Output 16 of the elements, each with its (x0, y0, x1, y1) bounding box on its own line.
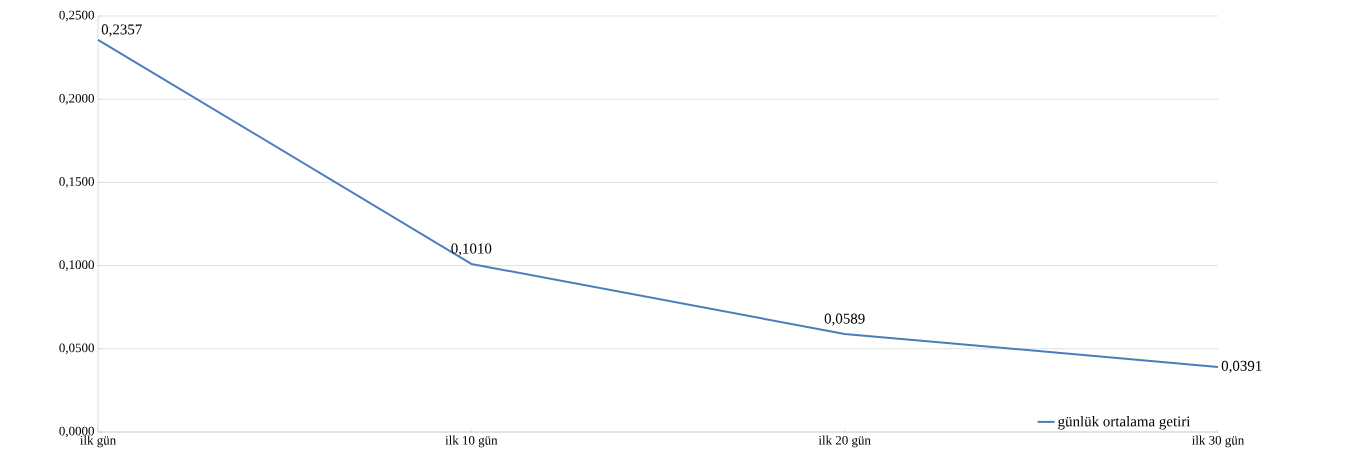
y-tick-label: 0,0000 (59, 426, 94, 438)
legend-label: günlük ortalama getiri (1058, 415, 1191, 430)
x-tick-label: ilk 30 gün (1191, 435, 1245, 448)
x-tick-label: ilk 20 gün (818, 435, 871, 448)
y-tick-label: 0,1000 (59, 260, 94, 271)
data-label: 0,0589 (824, 313, 865, 326)
x-tick-label: ilk 10 gün (445, 435, 498, 448)
x-tick-label: ilk gün (80, 435, 116, 448)
y-tick-label: 0,1500 (59, 177, 94, 188)
data-label: 0,0391 (1221, 360, 1262, 374)
y-tick-label: 0,2000 (59, 93, 94, 105)
y-tick-label: 0,0500 (59, 343, 94, 355)
data-label: 0,1010 (451, 243, 492, 256)
line-series (97, 38, 1219, 368)
y-tick-label: 0,2500 (59, 10, 94, 22)
data-label: 0,2357 (101, 24, 142, 37)
